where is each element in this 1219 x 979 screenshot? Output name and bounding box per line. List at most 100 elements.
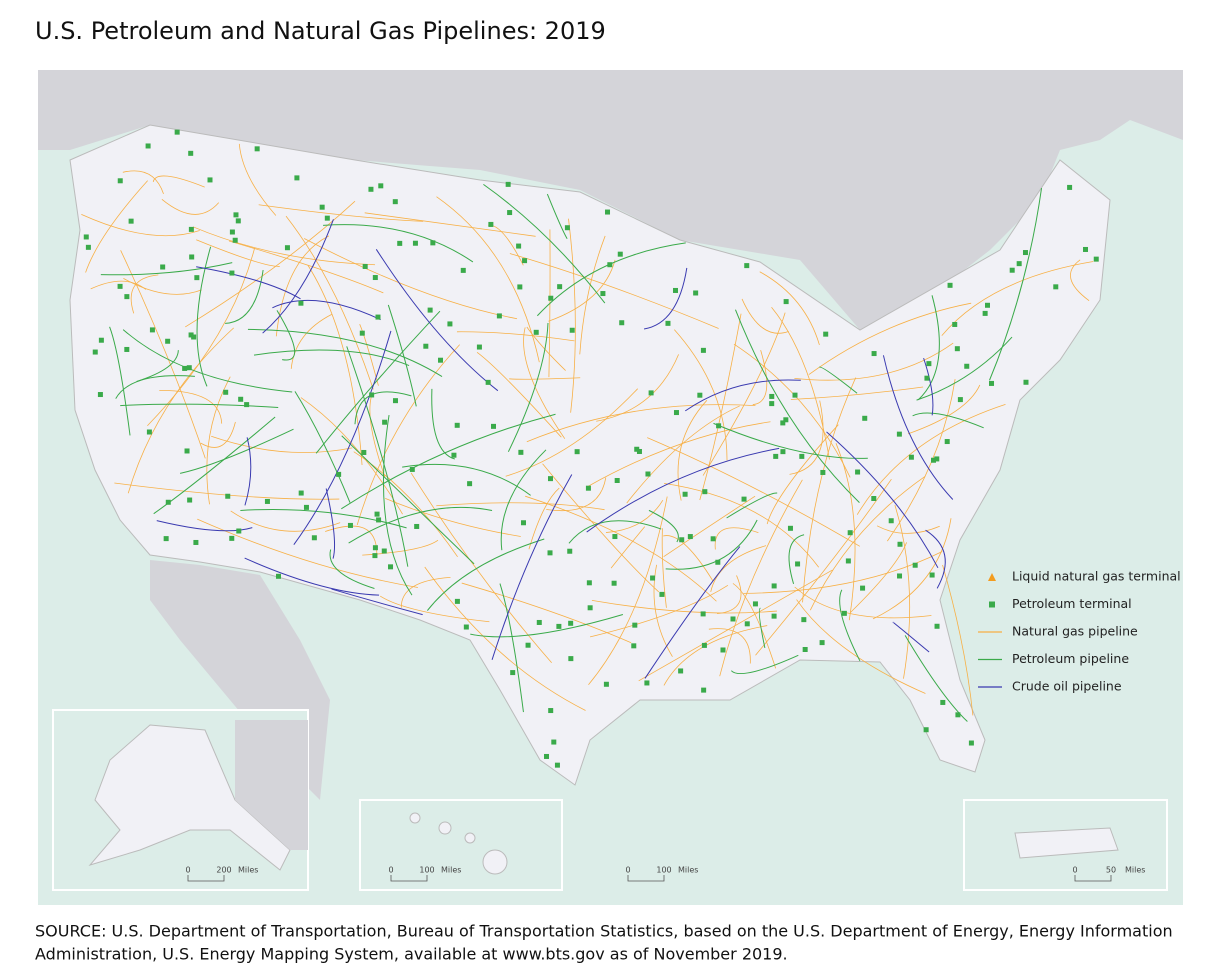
terminal [744,263,750,269]
terminal [568,620,574,626]
terminal [701,687,707,693]
pipeline [123,278,202,295]
terminal [896,431,902,437]
terminal [232,237,238,243]
terminal [284,245,290,251]
terminal [275,573,281,579]
terminal [83,234,89,240]
terminal [744,621,750,627]
pipeline [591,599,777,614]
puerto-rico-inset [963,799,1168,891]
terminal [780,420,786,426]
terminal [160,264,166,270]
terminal [1053,284,1059,290]
terminal [567,548,573,554]
pipeline [185,200,356,328]
pipeline [152,175,205,188]
terminal [847,530,853,536]
terminal [319,204,325,210]
terminal [374,511,380,517]
scale-bar [1074,875,1112,882]
terminal [924,375,930,381]
terminal [454,598,460,604]
pipeline [307,264,363,466]
pipeline [755,478,892,656]
terminal [463,624,469,630]
terminal [117,178,123,184]
pipeline [211,435,353,453]
terminal [516,243,522,249]
terminal [871,495,877,501]
pipeline [752,350,768,406]
terminal [888,518,894,524]
pipeline [290,313,333,369]
terminal [771,583,777,589]
terminal [586,580,592,586]
terminal [188,332,194,338]
terminal [957,397,963,403]
terminal [189,254,195,260]
terminal [665,320,671,326]
pipeline [196,239,280,267]
terminal [908,454,914,460]
pipeline [426,538,545,611]
pipeline [766,424,839,525]
terminal [1093,256,1099,262]
terminal [701,642,707,648]
terminal [510,670,516,676]
legend-label: Liquid natural gas terminal [1012,569,1181,584]
pipeline [526,404,756,443]
terminal [554,762,560,768]
terminal [447,321,453,327]
terminal [799,453,805,459]
terminal [336,471,342,477]
scale-unit: Miles [238,866,258,875]
terminal [823,331,829,337]
terminal [163,536,169,542]
pipeline [382,415,413,596]
terminal [769,393,775,399]
pipeline [499,583,524,713]
terminal [968,740,974,746]
pipeline [293,330,392,545]
pipeline [470,613,624,638]
pipeline [702,312,786,476]
pipeline [192,226,376,266]
pipeline [835,443,856,621]
terminal [934,456,940,462]
terminal [124,294,130,300]
pipeline [796,599,926,694]
terminal [964,363,970,369]
terminal [311,535,317,541]
terminal [397,240,403,246]
pipeline [136,350,179,382]
pipeline [876,525,940,534]
terminal [518,449,524,455]
legend-label: Natural gas pipeline [1012,624,1138,639]
pipeline [331,588,423,616]
terminal [607,262,613,268]
pipeline [644,546,741,679]
pipeline [589,584,729,638]
terminal [730,616,736,622]
terminal [795,561,801,567]
terminal [124,346,130,352]
scale-label: 0 [625,866,630,875]
pipeline [348,506,493,544]
terminal [485,379,491,385]
pipeline [341,435,475,565]
terminal [801,617,807,623]
terminal [631,643,637,649]
pipeline [548,259,616,322]
pipeline [114,482,340,500]
terminal [897,541,903,547]
terminal [223,389,229,395]
pipeline [653,564,673,657]
terminal [1083,246,1089,252]
terminal [564,225,570,231]
terminal [372,275,378,281]
terminal [520,520,526,526]
pipeline [353,451,458,558]
pipeline [225,269,264,324]
terminal [548,295,554,301]
